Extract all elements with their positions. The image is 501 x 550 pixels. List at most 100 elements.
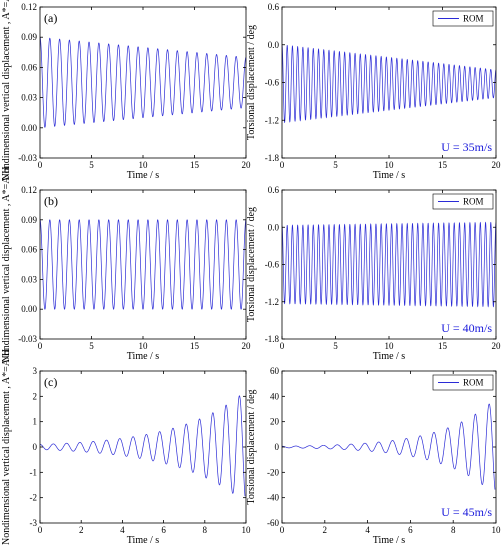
x-tick-label: 5 bbox=[333, 341, 338, 351]
chart-panel-5: 0 2 4 6 8 10 -3 -2 -1 0 1 2 3 Time / s Nondimensional … bbox=[1, 349, 251, 546]
panel-label: (b) bbox=[44, 194, 58, 208]
y-axis-label: Nondimensional vertical displacement , A… bbox=[1, 167, 12, 363]
legend-box bbox=[432, 374, 494, 391]
series-line-response bbox=[40, 36, 246, 128]
y-tick-label: 2 bbox=[33, 391, 38, 401]
y-tick-label: 0 bbox=[275, 442, 280, 452]
y-tick-label: -20 bbox=[267, 467, 279, 477]
chart-panel-2: 0 5 10 15 20 -1.8 -1.2 -0.6 0.0 0.6 Time / s Torsio… bbox=[246, 2, 501, 181]
y-tick-label: 3 bbox=[33, 366, 38, 376]
axes-frame bbox=[39, 189, 247, 340]
x-tick-label: 5 bbox=[89, 160, 94, 170]
y-tick-label: 0.0 bbox=[268, 222, 280, 232]
x-tick-label: 20 bbox=[242, 341, 252, 351]
y-tick-label: 0.00 bbox=[21, 304, 37, 314]
x-tick-label: 0 bbox=[38, 160, 43, 170]
wind-speed-annotation: U = 45m/s bbox=[441, 505, 492, 519]
chart-panel-3: 0 5 10 15 20 -0.03 0.00 0.03 0.06 0.09 0.12 Time / … bbox=[1, 167, 251, 363]
x-tick-label: 15 bbox=[438, 341, 448, 351]
y-tick-label: -1.2 bbox=[265, 297, 279, 307]
series-line-rom bbox=[282, 403, 496, 490]
series-line-response bbox=[40, 395, 246, 497]
x-tick-label: 5 bbox=[333, 160, 338, 170]
axes-frame bbox=[281, 6, 497, 159]
y-tick-label: -0.03 bbox=[18, 334, 37, 344]
x-tick-label: 6 bbox=[408, 525, 413, 535]
y-tick-label: 40 bbox=[270, 391, 280, 401]
series-line-response bbox=[40, 219, 246, 310]
x-tick-label: 10 bbox=[139, 341, 149, 351]
y-tick-label: -0.03 bbox=[18, 153, 37, 163]
y-tick-label: 0 bbox=[33, 442, 38, 452]
x-tick-label: 0 bbox=[280, 160, 285, 170]
y-tick-label: 0.03 bbox=[21, 274, 37, 284]
y-tick-label: 0.6 bbox=[268, 2, 280, 12]
x-tick-label: 20 bbox=[492, 341, 501, 351]
x-axis-label: Time / s bbox=[127, 351, 160, 362]
y-tick-label: 0.03 bbox=[21, 93, 37, 103]
y-tick-label: -0.6 bbox=[265, 260, 280, 270]
y-tick-label: -2 bbox=[30, 493, 38, 503]
x-tick-label: 0 bbox=[280, 341, 285, 351]
chart-panel-1: 0 5 10 15 20 -0.03 0.00 0.03 0.06 0.09 0.12 Time / … bbox=[1, 0, 251, 181]
y-tick-label: -40 bbox=[267, 493, 279, 503]
legend-box bbox=[432, 193, 494, 210]
y-tick-label: -1.8 bbox=[265, 334, 280, 344]
x-tick-label: 0 bbox=[280, 525, 285, 535]
y-tick-label: -60 bbox=[267, 518, 279, 528]
y-axis-label: Torsional displacement / deg bbox=[246, 389, 257, 504]
y-tick-label: 0.6 bbox=[268, 185, 280, 195]
wind-speed-annotation: U = 40m/s bbox=[441, 321, 492, 335]
x-tick-label: 10 bbox=[492, 525, 501, 535]
x-tick-label: 8 bbox=[451, 525, 456, 535]
x-tick-label: 8 bbox=[203, 525, 208, 535]
x-tick-label: 10 bbox=[385, 160, 395, 170]
x-axis-label: Time / s bbox=[373, 351, 406, 362]
x-axis-label: Time / s bbox=[127, 535, 160, 546]
y-axis-label: Nondimensional vertical displacement , A… bbox=[1, 349, 12, 545]
x-tick-label: 20 bbox=[242, 160, 252, 170]
x-tick-label: 20 bbox=[492, 160, 501, 170]
panel-label: (a) bbox=[44, 11, 57, 25]
y-tick-label: -0.6 bbox=[265, 78, 280, 88]
y-tick-label: 1 bbox=[33, 417, 38, 427]
y-axis-label: Torsional displacement / deg bbox=[246, 25, 257, 140]
axes-frame bbox=[39, 6, 247, 159]
x-axis-label: Time / s bbox=[373, 535, 406, 546]
y-tick-label: -1.2 bbox=[265, 115, 279, 125]
legend-box bbox=[432, 10, 494, 27]
wind-speed-annotation: U = 35m/s bbox=[441, 140, 492, 154]
legend: ROM bbox=[432, 10, 494, 27]
y-tick-label: 0.06 bbox=[21, 62, 37, 72]
legend-entry: ROM bbox=[463, 378, 484, 388]
legend-entry: ROM bbox=[463, 197, 484, 207]
x-tick-label: 5 bbox=[89, 341, 94, 351]
x-tick-label: 4 bbox=[120, 525, 125, 535]
y-tick-label: 0.06 bbox=[21, 245, 37, 255]
y-tick-label: 60 bbox=[270, 366, 280, 376]
x-tick-label: 4 bbox=[365, 525, 370, 535]
legend-entry: ROM bbox=[463, 14, 484, 24]
legend: ROM bbox=[432, 193, 494, 210]
legend: ROM bbox=[432, 374, 494, 391]
x-tick-label: 10 bbox=[242, 525, 252, 535]
x-tick-label: 15 bbox=[438, 160, 448, 170]
y-tick-label: 20 bbox=[270, 417, 280, 427]
x-axis-label: Time / s bbox=[373, 170, 406, 181]
y-tick-label: 0.12 bbox=[21, 2, 37, 12]
x-tick-label: 15 bbox=[190, 160, 200, 170]
y-axis-label: Nondimensional vertical displacement , A… bbox=[1, 0, 12, 180]
x-tick-label: 0 bbox=[38, 525, 43, 535]
x-axis-label: Time / s bbox=[127, 170, 160, 181]
y-axis-label: Torsional displacement / deg bbox=[246, 207, 257, 322]
chart-panel-6: 0 2 4 6 8 10 -60 -40 -20 0 20 40 60 Time / s Torsional… bbox=[246, 366, 501, 546]
x-tick-label: 10 bbox=[385, 341, 395, 351]
x-tick-label: 6 bbox=[161, 525, 166, 535]
axes-frame bbox=[281, 189, 497, 340]
y-tick-label: -3 bbox=[30, 518, 38, 528]
series-line-rom bbox=[282, 44, 496, 124]
x-tick-label: 10 bbox=[139, 160, 149, 170]
y-tick-label: 0.12 bbox=[21, 185, 37, 195]
chart-panel-4: 0 5 10 15 20 -1.8 -1.2 -0.6 0.0 0.6 Time / s Torsio… bbox=[246, 185, 501, 362]
